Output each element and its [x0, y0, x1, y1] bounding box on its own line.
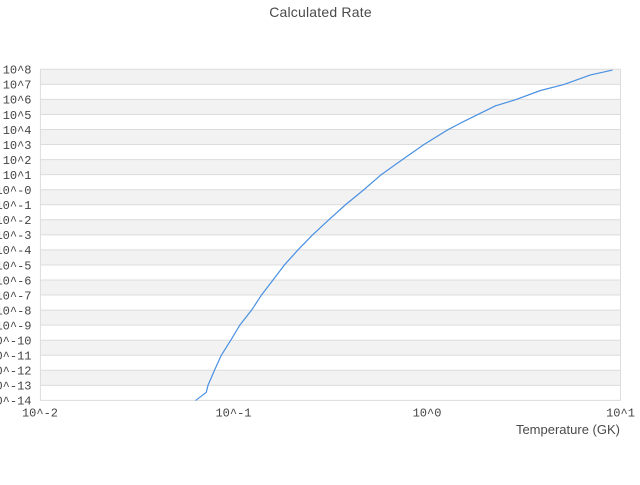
svg-text:Temperature (GK): Temperature (GK): [516, 422, 620, 437]
svg-text:10^6: 10^6: [3, 94, 32, 108]
svg-text:10^4: 10^4: [3, 124, 32, 138]
svg-text:10^-12: 10^-12: [0, 365, 32, 379]
svg-text:10^-11: 10^-11: [0, 350, 32, 364]
svg-text:10^3: 10^3: [3, 139, 32, 153]
svg-text:10^-3: 10^-3: [0, 229, 32, 243]
svg-text:Calculated Rate: Calculated Rate: [269, 4, 372, 20]
svg-text:10^-7: 10^-7: [0, 289, 32, 303]
svg-text:10^-8: 10^-8: [0, 304, 32, 318]
svg-text:10^0: 10^0: [413, 407, 442, 421]
svg-text:10^8: 10^8: [3, 64, 32, 78]
svg-text:10^5: 10^5: [3, 109, 32, 123]
svg-text:10^1: 10^1: [3, 169, 32, 183]
svg-text:10^-2: 10^-2: [0, 214, 32, 228]
svg-text:10^2: 10^2: [3, 154, 32, 168]
svg-text:10^-13: 10^-13: [0, 380, 32, 394]
svg-text:10^-2: 10^-2: [22, 407, 58, 421]
svg-text:10^-4: 10^-4: [0, 244, 32, 258]
svg-text:10^-0: 10^-0: [0, 184, 32, 198]
svg-text:10^-14: 10^-14: [0, 395, 32, 409]
svg-text:10^-1: 10^-1: [215, 407, 251, 421]
svg-text:10^-10: 10^-10: [0, 335, 32, 349]
svg-text:10^-5: 10^-5: [0, 259, 32, 273]
svg-text:10^-1: 10^-1: [0, 199, 32, 213]
svg-text:10^-6: 10^-6: [0, 274, 32, 288]
svg-text:10^1: 10^1: [606, 407, 635, 421]
svg-text:10^-9: 10^-9: [0, 319, 32, 333]
svg-text:10^7: 10^7: [3, 79, 32, 93]
